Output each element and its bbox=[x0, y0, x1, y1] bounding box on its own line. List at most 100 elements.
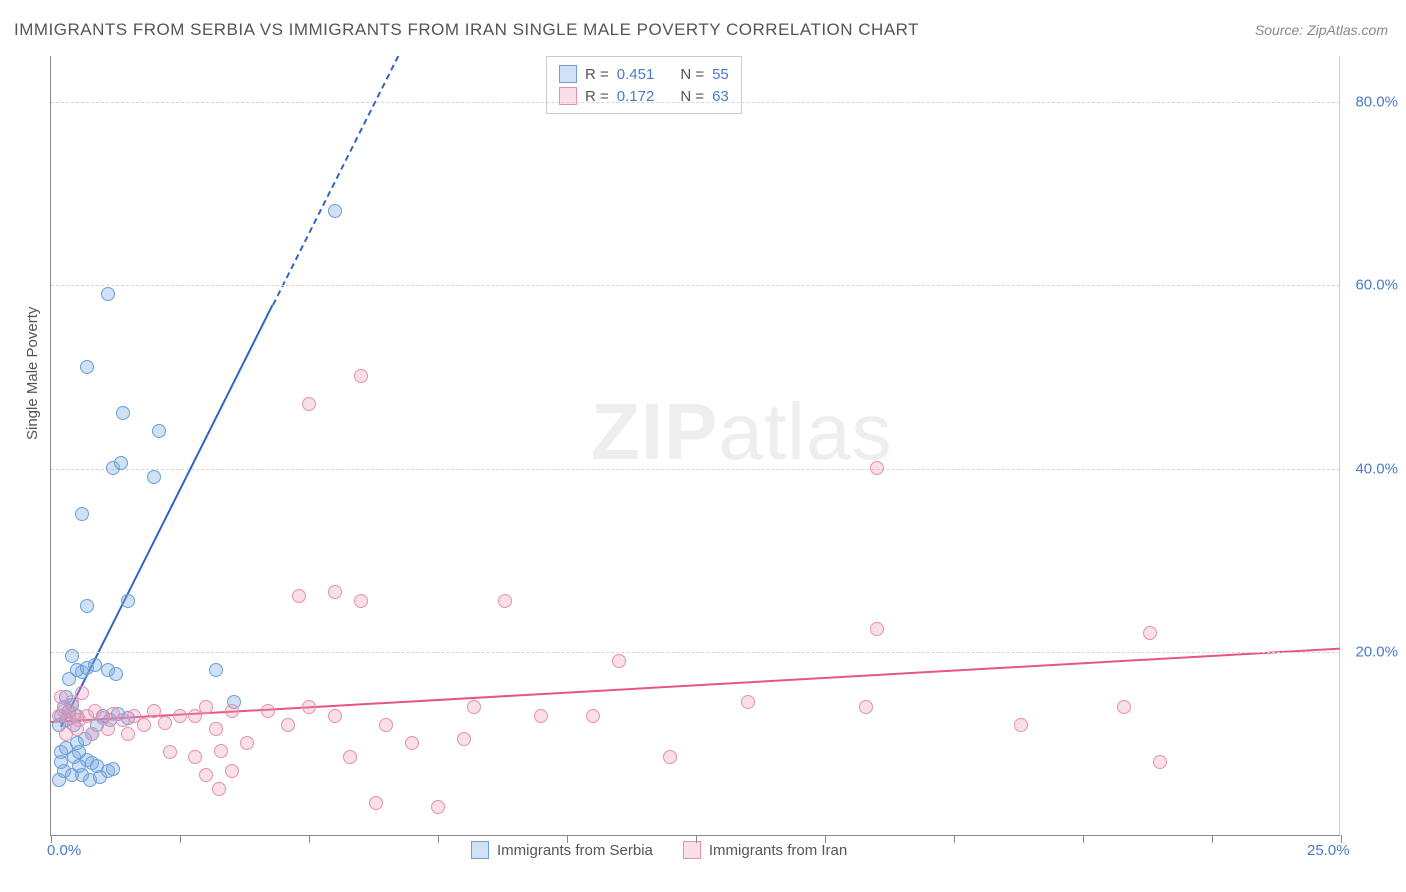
data-point bbox=[93, 770, 107, 784]
data-point bbox=[343, 750, 357, 764]
data-point bbox=[612, 654, 626, 668]
data-point bbox=[1153, 755, 1167, 769]
stat-r-value: 0.451 bbox=[617, 66, 655, 83]
data-point bbox=[1143, 626, 1157, 640]
data-point bbox=[859, 700, 873, 714]
correlation-stats-box: R = 0.451N = 55R = 0.172N = 63 bbox=[546, 56, 742, 114]
data-point bbox=[379, 718, 393, 732]
data-point bbox=[70, 722, 84, 736]
data-point bbox=[72, 759, 86, 773]
stat-n-value: 55 bbox=[712, 66, 729, 83]
y-tick-label: 80.0% bbox=[1355, 93, 1398, 110]
data-point bbox=[85, 727, 99, 741]
data-point bbox=[354, 369, 368, 383]
data-point bbox=[292, 589, 306, 603]
scatter-plot: ZIPatlas R = 0.451N = 55R = 0.172N = 63 … bbox=[50, 56, 1340, 836]
data-point bbox=[354, 594, 368, 608]
legend-item: Immigrants from Iran bbox=[683, 841, 847, 859]
data-point bbox=[121, 594, 135, 608]
data-point bbox=[214, 744, 228, 758]
data-point bbox=[240, 736, 254, 750]
stat-r-label: R = bbox=[585, 66, 609, 83]
data-point bbox=[261, 704, 275, 718]
data-point bbox=[302, 397, 316, 411]
data-point bbox=[870, 622, 884, 636]
data-point bbox=[498, 594, 512, 608]
x-tick bbox=[567, 835, 568, 843]
y-tick-label: 20.0% bbox=[1355, 644, 1398, 661]
x-tick-label: 25.0% bbox=[1307, 842, 1350, 859]
data-point bbox=[101, 722, 115, 736]
data-point bbox=[109, 667, 123, 681]
data-point bbox=[457, 732, 471, 746]
data-point bbox=[328, 709, 342, 723]
watermark: ZIPatlas bbox=[591, 386, 892, 478]
legend-label: Immigrants from Serbia bbox=[497, 842, 653, 859]
data-point bbox=[80, 360, 94, 374]
data-point bbox=[80, 599, 94, 613]
data-point bbox=[163, 745, 177, 759]
data-point bbox=[65, 649, 79, 663]
trend-line bbox=[51, 648, 1340, 723]
data-point bbox=[467, 700, 481, 714]
data-point bbox=[101, 287, 115, 301]
data-point bbox=[212, 782, 226, 796]
series-legend: Immigrants from Serbia Immigrants from Ir… bbox=[471, 841, 847, 859]
x-tick bbox=[1083, 835, 1084, 843]
watermark-atlas: atlas bbox=[718, 387, 892, 476]
data-point bbox=[741, 695, 755, 709]
data-point bbox=[369, 796, 383, 810]
data-point bbox=[152, 424, 166, 438]
x-tick bbox=[438, 835, 439, 843]
gridline bbox=[51, 469, 1340, 470]
stat-n-label: N = bbox=[680, 66, 704, 83]
data-point bbox=[106, 762, 120, 776]
data-point bbox=[534, 709, 548, 723]
data-point bbox=[199, 700, 213, 714]
data-point bbox=[225, 764, 239, 778]
data-point bbox=[209, 663, 223, 677]
watermark-zip: ZIP bbox=[591, 387, 718, 476]
data-point bbox=[188, 750, 202, 764]
x-tick bbox=[1212, 835, 1213, 843]
data-point bbox=[225, 704, 239, 718]
data-point bbox=[663, 750, 677, 764]
legend-label: Immigrants from Iran bbox=[709, 842, 847, 859]
x-tick bbox=[696, 835, 697, 843]
data-point bbox=[870, 461, 884, 475]
data-point bbox=[147, 470, 161, 484]
data-point bbox=[1117, 700, 1131, 714]
data-point bbox=[75, 507, 89, 521]
trend-lines bbox=[51, 56, 1340, 835]
x-tick bbox=[825, 835, 826, 843]
data-point bbox=[114, 456, 128, 470]
data-point bbox=[121, 727, 135, 741]
data-point bbox=[302, 700, 316, 714]
gridline bbox=[51, 652, 1340, 653]
x-tick bbox=[180, 835, 181, 843]
stats-row: R = 0.451 N = 55 bbox=[559, 63, 729, 85]
data-point bbox=[137, 718, 151, 732]
y-axis-title: Single Male Poverty bbox=[24, 307, 41, 440]
data-point bbox=[209, 722, 223, 736]
data-point bbox=[116, 406, 130, 420]
legend-swatch bbox=[471, 841, 489, 859]
x-tick-label: 0.0% bbox=[47, 842, 81, 859]
data-point bbox=[1014, 718, 1028, 732]
data-point bbox=[199, 768, 213, 782]
data-point bbox=[328, 204, 342, 218]
data-point bbox=[328, 585, 342, 599]
y-tick-label: 60.0% bbox=[1355, 277, 1398, 294]
data-point bbox=[586, 709, 600, 723]
data-point bbox=[173, 709, 187, 723]
plot-right-border bbox=[1339, 56, 1340, 835]
data-point bbox=[75, 686, 89, 700]
data-point bbox=[281, 718, 295, 732]
x-tick bbox=[954, 835, 955, 843]
data-point bbox=[405, 736, 419, 750]
trend-line-extrapolated bbox=[272, 56, 449, 305]
legend-swatch bbox=[683, 841, 701, 859]
gridline bbox=[51, 102, 1340, 103]
chart-title: IMMIGRANTS FROM SERBIA VS IMMIGRANTS FRO… bbox=[14, 20, 919, 40]
legend-item: Immigrants from Serbia bbox=[471, 841, 653, 859]
